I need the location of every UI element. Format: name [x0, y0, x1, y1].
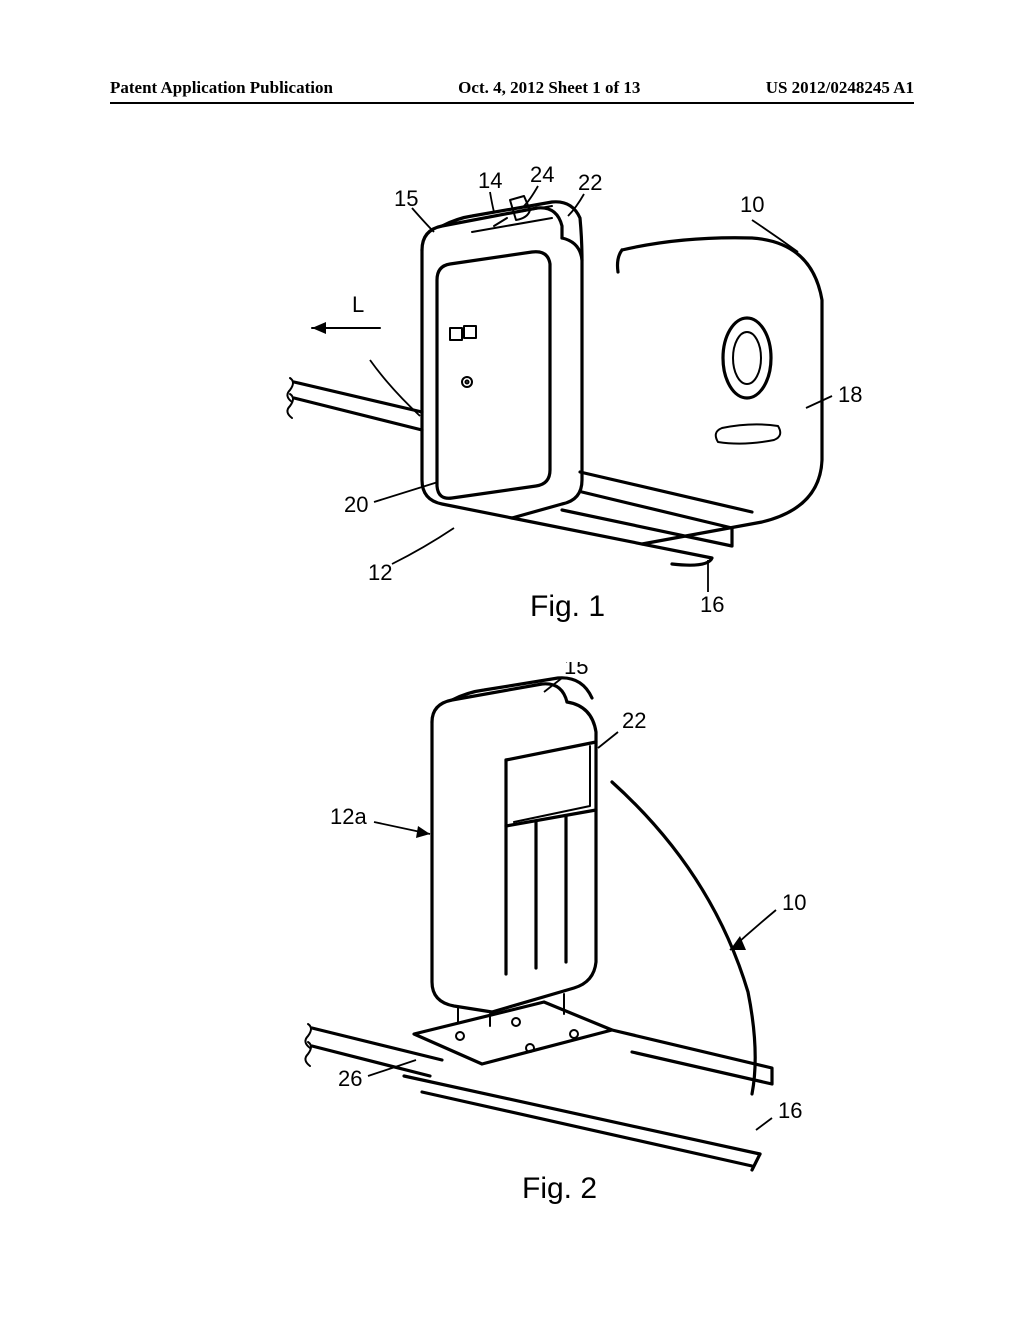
ref2-16: 16 [778, 1098, 802, 1123]
ref-16: 16 [700, 592, 724, 617]
header-rule [110, 102, 914, 104]
figure-1: 15 14 24 22 10 L 18 20 12 16 Fig. 1 [0, 160, 1024, 650]
ref-12: 12 [368, 560, 392, 585]
fig1-caption: Fig. 1 [530, 590, 605, 623]
ref-L: L [352, 292, 364, 317]
header-left: Patent Application Publication [110, 78, 333, 98]
fig2-caption: Fig. 2 [522, 1172, 597, 1205]
ref-14: 14 [478, 168, 502, 193]
ref2-10: 10 [782, 890, 806, 915]
ref-18: 18 [838, 382, 862, 407]
ref-24: 24 [530, 162, 554, 187]
page-header: Patent Application Publication Oct. 4, 2… [0, 78, 1024, 98]
ref-20: 20 [344, 492, 368, 517]
ref2-22: 22 [622, 708, 646, 733]
ref2-26: 26 [338, 1066, 362, 1091]
ref-10: 10 [740, 192, 764, 217]
ref-22: 22 [578, 170, 602, 195]
header-right: US 2012/0248245 A1 [766, 78, 914, 98]
ref2-15: 15 [564, 662, 588, 679]
figure-2: 15 22 12a 10 26 16 Fig. 2 [0, 662, 1024, 1222]
header-center: Oct. 4, 2012 Sheet 1 of 13 [458, 78, 640, 98]
ref2-12a: 12a [330, 804, 367, 829]
ref-15: 15 [394, 186, 418, 211]
